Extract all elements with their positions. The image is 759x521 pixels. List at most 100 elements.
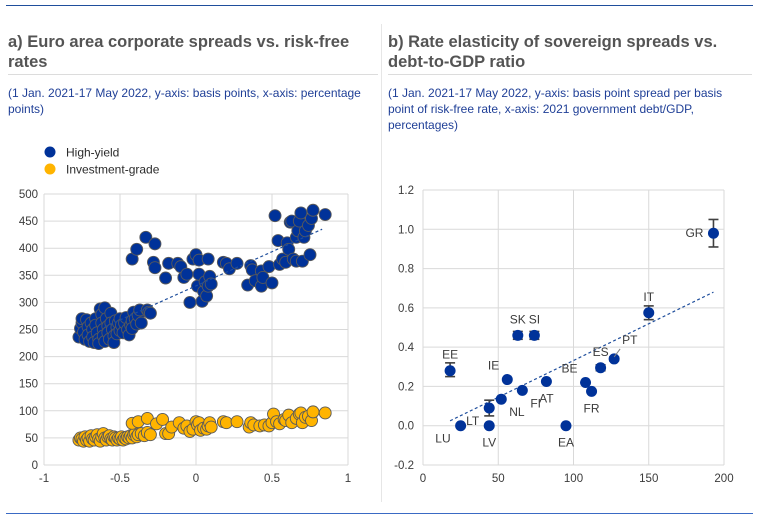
y-tick-label: 0 bbox=[32, 460, 38, 472]
panel-a-subtitle-line2: points) bbox=[8, 102, 45, 116]
y-tick-label: 0.8 bbox=[398, 264, 414, 276]
investment-grade-point bbox=[318, 406, 332, 420]
investment-grade-point bbox=[204, 420, 218, 434]
high-yield-point bbox=[148, 261, 162, 275]
data-label: LV bbox=[482, 436, 496, 450]
data-label: GR bbox=[685, 226, 703, 240]
investment-grade-point bbox=[230, 415, 244, 429]
x-tick-label: -1 bbox=[39, 473, 49, 485]
investment-grade-point bbox=[156, 413, 170, 426]
data-point bbox=[483, 420, 495, 432]
country-point-nl: NL bbox=[495, 393, 525, 419]
high-yield-point bbox=[134, 316, 148, 330]
high-yield-trendline bbox=[104, 228, 323, 328]
chart-b-tick-labels: -0.2 0.0 0.2 0.4 0.6 0.8 1.0 1.2 0 50 100 150 200 bbox=[394, 185, 733, 485]
high-yield-point bbox=[143, 306, 157, 320]
panel-b-title: b) Rate elasticity of sovereign spreads … bbox=[388, 32, 752, 72]
data-label: ES bbox=[593, 345, 609, 359]
panel-a-title: a) Euro area corporate spreads vs. risk-… bbox=[8, 32, 378, 72]
panel-b-title-rule bbox=[388, 74, 752, 75]
x-tick-label: 100 bbox=[564, 473, 583, 485]
y-tick-label: 100 bbox=[19, 406, 38, 418]
investment-grade-point bbox=[143, 428, 157, 442]
y-tick-label: 50 bbox=[25, 433, 38, 445]
country-point-it: IT bbox=[643, 290, 655, 321]
y-tick-label: 450 bbox=[19, 216, 38, 228]
high-yield-point bbox=[139, 230, 153, 244]
y-tick-label: 250 bbox=[19, 325, 38, 337]
y-tick-label: 350 bbox=[19, 270, 38, 282]
data-label: EE bbox=[442, 348, 458, 362]
y-tick-label: 0.6 bbox=[398, 303, 414, 315]
high-yield-point bbox=[318, 208, 332, 222]
high-yield-point bbox=[201, 252, 215, 266]
trendline bbox=[449, 291, 714, 422]
country-point-ie: IE bbox=[488, 359, 513, 386]
data-label: BE bbox=[562, 362, 578, 376]
high-yield-point bbox=[148, 237, 162, 251]
country-point-sk: SK bbox=[510, 312, 526, 341]
y-tick-label: 1.2 bbox=[398, 185, 414, 197]
legend-label-high-yield: High-yield bbox=[66, 146, 119, 160]
x-tick-label: 0.5 bbox=[264, 473, 280, 485]
high-yield-point bbox=[230, 256, 244, 270]
high-yield-series bbox=[72, 203, 332, 351]
x-tick-label: 0 bbox=[420, 473, 426, 485]
y-tick-label: 200 bbox=[19, 352, 38, 364]
data-point bbox=[560, 420, 572, 432]
panel-a-title-rule bbox=[8, 74, 378, 75]
data-point bbox=[586, 385, 598, 397]
chart-b-trendline bbox=[449, 291, 714, 422]
legend-marker-high-yield bbox=[44, 146, 56, 158]
data-label: EA bbox=[558, 436, 574, 450]
data-label: SI bbox=[529, 312, 540, 326]
country-point-ea: EA bbox=[558, 420, 574, 450]
country-point-fi: FI bbox=[516, 384, 541, 410]
panel-a-subtitle-line1: (1 Jan. 2021-17 May 2022, y-axis: basis … bbox=[8, 86, 361, 100]
high-yield-point bbox=[303, 248, 317, 262]
data-label: NL bbox=[509, 405, 525, 419]
high-yield-point bbox=[130, 242, 144, 256]
chart-a-legend: High-yield Investment-grade bbox=[44, 146, 160, 177]
y-tick-label: 150 bbox=[19, 379, 38, 391]
data-point bbox=[483, 402, 495, 414]
panel-b-title-line1: b) Rate elasticity of sovereign spreads … bbox=[388, 33, 718, 51]
data-point bbox=[595, 362, 607, 374]
x-tick-label: 1 bbox=[345, 473, 351, 485]
trendline bbox=[104, 228, 323, 328]
data-label: IE bbox=[488, 359, 499, 373]
country-point-gr: GR bbox=[685, 218, 719, 248]
data-point bbox=[528, 329, 540, 341]
y-tick-label: -0.2 bbox=[394, 460, 414, 472]
data-label: LU bbox=[435, 432, 450, 446]
data-label: FR bbox=[584, 401, 600, 415]
panel-b-subtitle-line1: (1 Jan. 2021-17 May 2022, y-axis: basis … bbox=[388, 86, 723, 100]
y-tick-label: 500 bbox=[19, 189, 38, 201]
x-tick-label: 0 bbox=[193, 473, 199, 485]
x-tick-label: 200 bbox=[714, 473, 733, 485]
data-point bbox=[495, 393, 507, 405]
panel-a-subtitle: (1 Jan. 2021-17 May 2022, y-axis: basis … bbox=[8, 85, 378, 117]
high-yield-point bbox=[294, 206, 308, 220]
country-point-ee: EE bbox=[442, 348, 458, 378]
country-point-lv: LV bbox=[482, 420, 496, 450]
y-tick-label: 0.0 bbox=[398, 421, 414, 433]
data-label: FI bbox=[530, 396, 541, 410]
panel-b-subtitle: (1 Jan. 2021-17 May 2022, y-axis: basis … bbox=[388, 85, 752, 133]
country-point-fr: FR bbox=[584, 385, 600, 415]
country-point-lu: LU bbox=[435, 420, 467, 446]
country-point-at: AT bbox=[539, 376, 554, 406]
panel-divider bbox=[381, 24, 382, 502]
bottom-accent-rule bbox=[6, 513, 753, 514]
data-point bbox=[580, 377, 592, 388]
high-yield-point bbox=[306, 203, 320, 217]
data-label: AT bbox=[539, 392, 554, 406]
x-tick-label: -0.5 bbox=[110, 473, 130, 485]
high-yield-point bbox=[268, 209, 282, 223]
country-point-be: BE bbox=[562, 362, 592, 388]
y-tick-label: 0.2 bbox=[398, 381, 414, 393]
data-point bbox=[501, 374, 513, 386]
label-leader-line bbox=[613, 348, 621, 358]
